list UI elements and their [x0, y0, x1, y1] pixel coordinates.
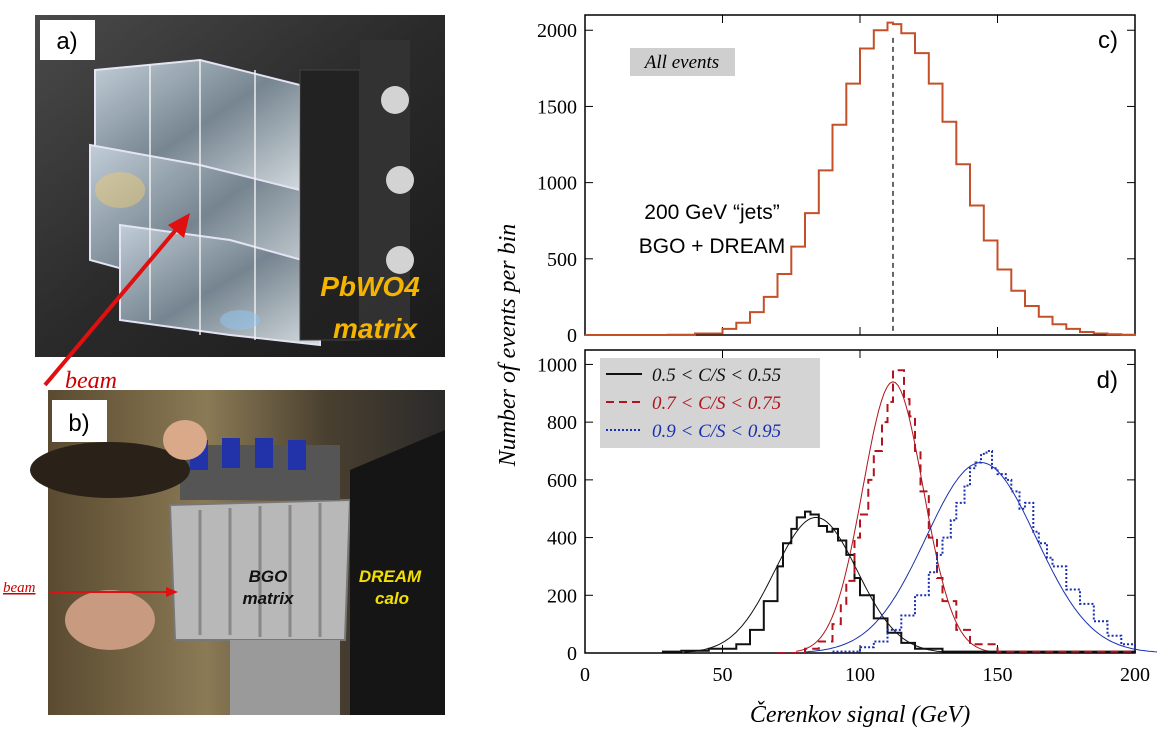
legend-label-blue: 0.9 < C/S < 0.95	[652, 421, 781, 442]
chart-c-all-events-box	[630, 48, 735, 76]
chart-d-fit-black	[683, 516, 949, 653]
panel-b-label-box	[52, 400, 107, 442]
beam-arrow-a: beam	[43, 213, 190, 394]
y-axis-label: Number of events per bin	[495, 224, 521, 468]
chart-d-fit-blue	[804, 461, 1158, 653]
pbwo4-crystal-matrix	[89, 40, 414, 347]
pbwo4-caption-line2: matrix	[333, 313, 418, 344]
dream-label-line2: calo	[375, 589, 409, 608]
chart-d-xtick-label: 100	[845, 664, 875, 686]
chart-c-ticks: 0 500 1000 1500 2000	[537, 15, 1136, 347]
chart-d-xtick-label: 200	[1120, 664, 1150, 686]
pbwo4-caption-line1: PbWO4	[320, 271, 420, 302]
chart-d-ytick-label: 600	[547, 470, 577, 492]
chart-d-series-black	[662, 510, 1136, 653]
chart-c-ytick-label: 1000	[537, 173, 577, 195]
chart-c-ytick-label: 2000	[537, 20, 577, 42]
chart-d: 0 200 400 600 800 1000 0 50 100 150 200 0.5 < C/S …	[537, 349, 1158, 686]
chart-c-annotation-line1: 200 GeV “jets”	[644, 201, 779, 224]
chart-d-panel-label: d)	[1097, 367, 1118, 394]
chart-c-ytick-label: 1500	[537, 96, 577, 118]
chart-d-xtick-label: 50	[713, 664, 733, 686]
bgo-label-line2: matrix	[242, 589, 295, 608]
chart-c: 0 500 1000 1500 2000 All events 200 GeV “jet…	[537, 14, 1136, 347]
photo-b: b) beam BGO matrix DREAM calo	[3, 390, 445, 715]
panel-a-label: a)	[56, 28, 77, 55]
chart-d-xtick-label: 0	[580, 664, 590, 686]
legend-label-black: 0.5 < C/S < 0.55	[652, 365, 781, 386]
legend-label-red: 0.7 < C/S < 0.75	[652, 393, 781, 414]
chart-c-ytick-label: 500	[547, 249, 577, 271]
chart-c-panel-label: c)	[1098, 27, 1118, 54]
x-axis-label: Čerenkov signal (GeV)	[750, 701, 970, 728]
chart-c-all-events-label: All events	[643, 52, 719, 73]
beam-label-b: beam	[3, 580, 36, 596]
panel-b-label: b)	[68, 410, 89, 437]
chart-d-series-red	[777, 369, 1136, 654]
chart-c-ytick-label: 0	[567, 325, 577, 347]
bgo-label-line1: BGO	[249, 567, 288, 586]
chart-d-ytick-label: 1000	[537, 354, 577, 376]
beam-arrowhead-b	[166, 587, 178, 597]
chart-d-ytick-label: 400	[547, 528, 577, 550]
dream-label-line1: DREAM	[359, 567, 422, 586]
chart-d-ytick-label: 800	[547, 412, 577, 434]
chart-d-ytick-label: 200	[547, 585, 577, 607]
chart-d-xtick-label: 150	[983, 664, 1013, 686]
chart-d-ticks: 0 200 400 600 800 1000 0 50 100 150 200	[537, 350, 1150, 686]
chart-c-annotation-line2: BGO + DREAM	[639, 235, 785, 258]
bgo-setup	[30, 420, 445, 715]
panel-a-label-box	[40, 20, 95, 60]
photo-a: a) PbWO4 matrix	[35, 15, 445, 357]
chart-d-fit-red	[796, 381, 989, 652]
chart-c-series-all-events	[585, 21, 1136, 336]
chart-d-legend: 0.5 < C/S < 0.55 0.7 < C/S < 0.75 0.9 < …	[600, 358, 820, 448]
chart-d-ytick-label: 0	[567, 643, 577, 665]
chart-d-series-blue	[832, 450, 1136, 653]
beam-label-a: beam	[65, 368, 117, 394]
